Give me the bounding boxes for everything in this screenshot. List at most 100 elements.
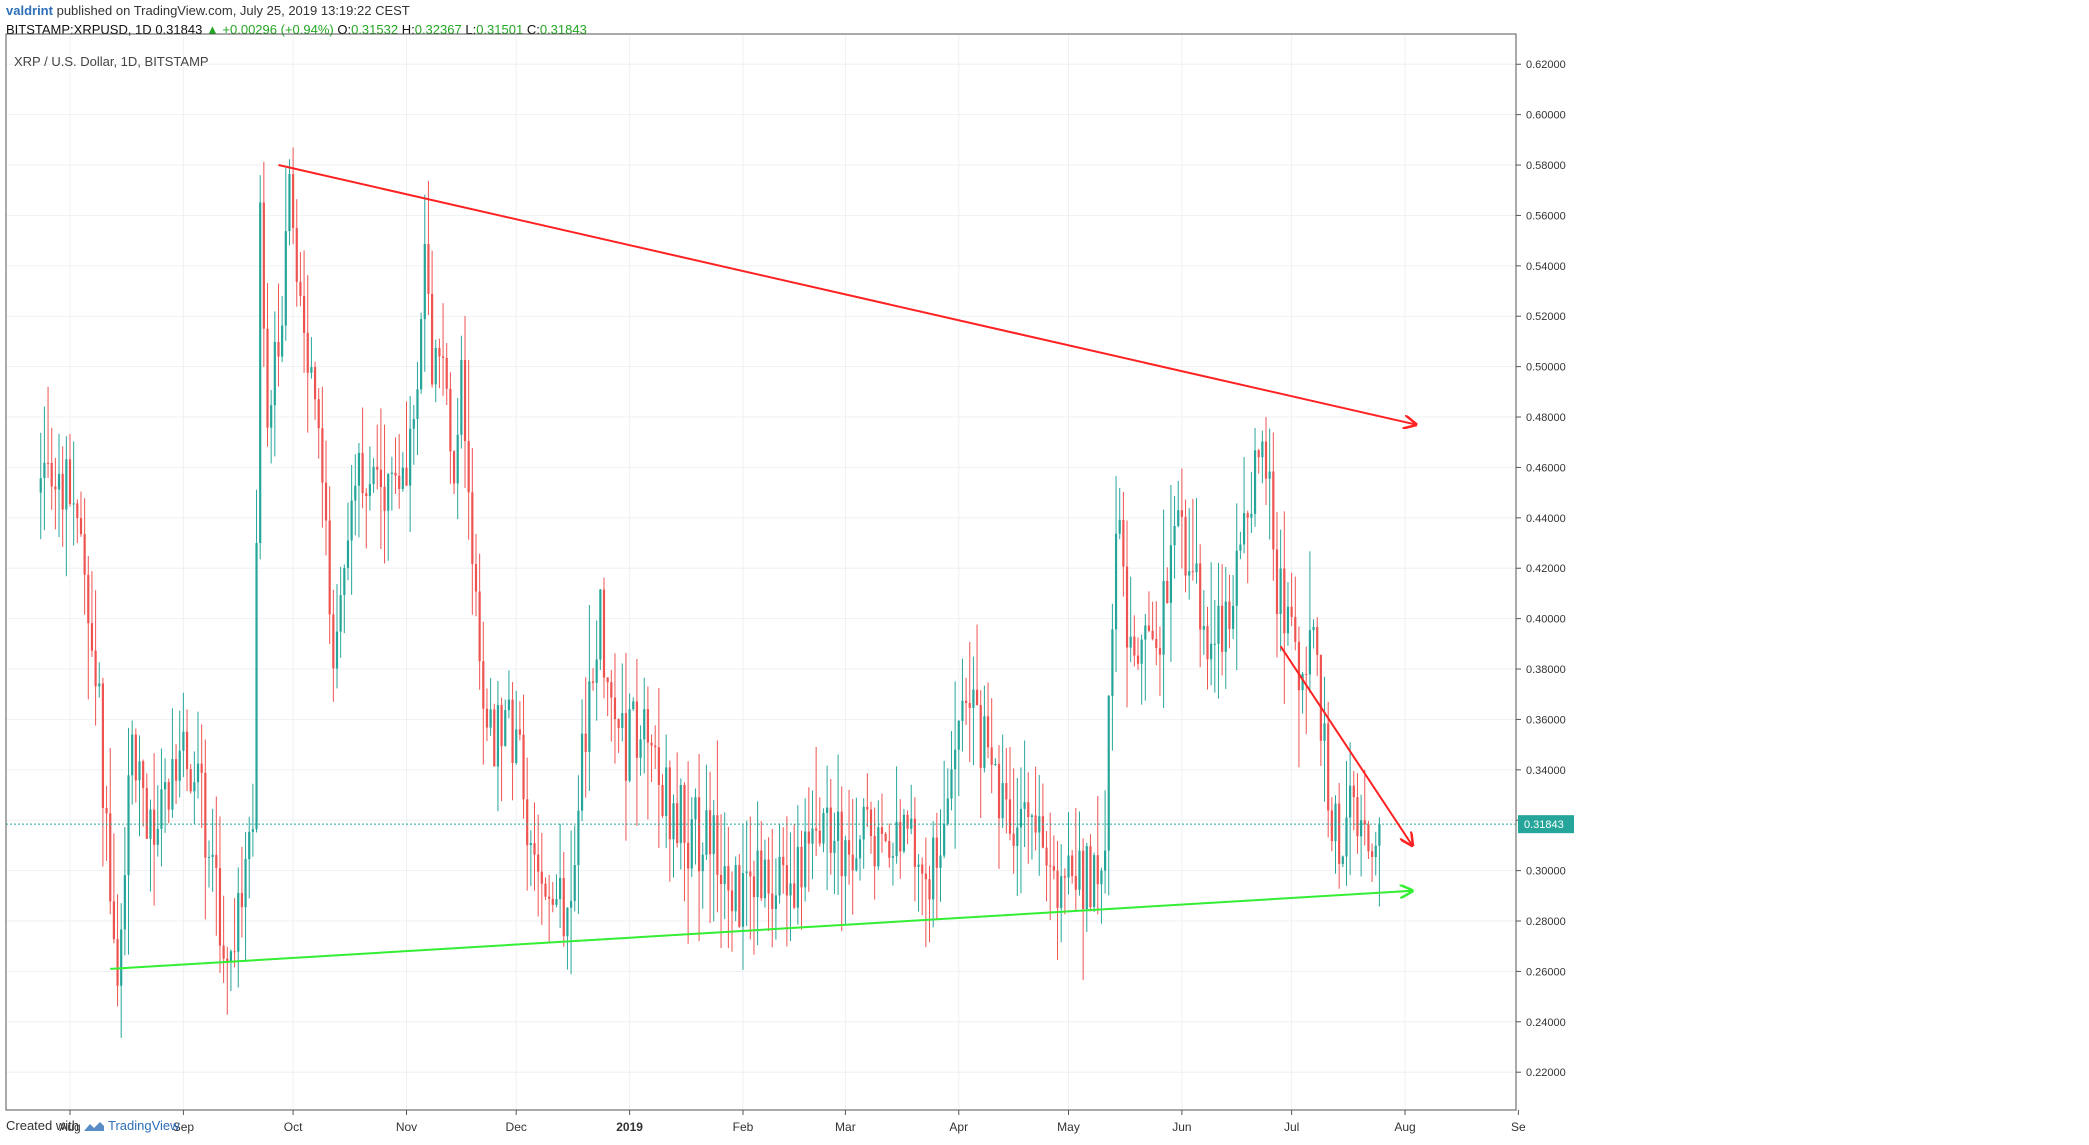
y-tick-label: 0.46000 — [1526, 462, 1566, 474]
candle-body — [1100, 870, 1103, 885]
candle-body — [712, 815, 715, 855]
candle-body — [676, 803, 679, 844]
y-tick-label: 0.48000 — [1526, 412, 1566, 424]
candle-body — [248, 831, 251, 860]
candle-body — [449, 388, 452, 452]
candle-body — [1210, 643, 1213, 660]
short-term-resistance-trendline — [1279, 645, 1413, 845]
candle-body — [580, 733, 584, 811]
candle-body — [178, 750, 181, 781]
candle-body — [745, 871, 748, 874]
candle-body — [1242, 513, 1246, 545]
candle-body — [1217, 605, 1220, 644]
candle-body — [1283, 568, 1286, 634]
candle-body — [1147, 625, 1151, 631]
candle-body — [1096, 855, 1099, 885]
candle-body — [204, 772, 207, 858]
candle-body — [727, 866, 730, 891]
candle-body — [822, 813, 825, 844]
candle-body — [610, 682, 613, 698]
candle-body — [1016, 827, 1019, 846]
candle-body — [233, 951, 236, 953]
candle-body — [1341, 856, 1344, 864]
candle-body — [482, 661, 485, 709]
candle-body — [211, 854, 214, 857]
candle-body — [1184, 516, 1187, 576]
candle-body — [661, 784, 664, 817]
candle-body — [87, 574, 90, 624]
x-tick-label: Dec — [506, 1120, 527, 1134]
y-tick-label: 0.30000 — [1526, 866, 1566, 878]
candle-body — [529, 843, 532, 846]
candle-body — [255, 543, 258, 830]
close-label: C: — [526, 22, 540, 37]
candle-body — [621, 713, 624, 729]
last-price-label: 0.31843 — [1524, 819, 1564, 831]
candle-body — [474, 564, 478, 592]
candle-body — [1111, 629, 1114, 696]
candle-body — [767, 859, 770, 894]
candle-body — [463, 359, 467, 442]
candle-body — [826, 807, 829, 814]
candle-body — [324, 482, 328, 521]
candle-body — [160, 789, 163, 829]
close-value: 0.31843 — [539, 22, 587, 37]
candle-body — [928, 879, 931, 900]
candle-body — [1005, 783, 1008, 800]
candle-body — [1213, 643, 1216, 645]
last-price: 0.31843 — [155, 22, 203, 37]
candle-body — [142, 761, 145, 788]
candle-body — [1155, 638, 1158, 649]
candle-body — [1308, 630, 1312, 675]
candle-body — [1125, 566, 1129, 648]
candle-body — [350, 500, 353, 541]
candle-body — [986, 716, 990, 748]
candle-body — [800, 846, 803, 888]
candle-body — [284, 231, 287, 326]
candle-body — [416, 389, 419, 419]
tradingview-brand[interactable]: TradingView — [108, 1118, 180, 1133]
candle-body — [899, 821, 902, 852]
candle-body — [1089, 846, 1092, 908]
candle-body — [1136, 655, 1140, 664]
candle-body — [672, 803, 675, 840]
author-link[interactable]: valdrint — [6, 3, 53, 18]
candle-body — [851, 854, 854, 871]
candle-body — [226, 958, 229, 963]
candle-body — [185, 731, 189, 770]
candle-body — [39, 478, 42, 493]
x-tick-label: Apr — [949, 1120, 968, 1134]
candle-body — [1239, 544, 1242, 551]
candle-body — [266, 328, 269, 428]
candle-body — [72, 503, 75, 505]
candle-body — [302, 296, 306, 333]
candle-body — [288, 174, 291, 232]
candle-body — [343, 568, 346, 596]
candle-body — [511, 699, 514, 763]
candle-body — [793, 883, 796, 908]
candle-body — [935, 837, 938, 868]
candle-body — [489, 709, 492, 728]
candle-body — [943, 823, 946, 856]
candle-body — [840, 811, 843, 877]
low-value: 0.31501 — [476, 22, 524, 37]
candle-body — [665, 767, 668, 817]
candle-body — [1228, 601, 1231, 629]
candle-body — [471, 492, 474, 565]
candle-body — [650, 742, 653, 746]
candle-body — [277, 341, 280, 357]
candle-body — [1118, 519, 1121, 534]
candle-body — [467, 441, 470, 493]
candle-body — [1349, 785, 1352, 818]
candle-body — [493, 709, 496, 767]
candle-body — [57, 473, 61, 490]
y-tick-label: 0.22000 — [1526, 1067, 1566, 1079]
candle-body — [613, 697, 617, 720]
candle-body — [496, 705, 500, 767]
candle-body — [273, 341, 276, 406]
candle-body — [946, 798, 949, 824]
candle-body — [932, 837, 935, 900]
candle-body — [394, 472, 397, 476]
candle-body — [617, 719, 620, 729]
